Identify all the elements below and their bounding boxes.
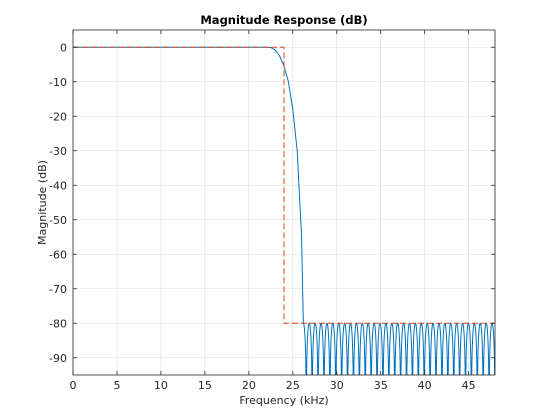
x-tick-label: 25 <box>286 379 300 392</box>
y-tick-label: -40 <box>49 179 67 192</box>
axis-ticks: 0 5 10 15 20 25 30 35 40 45 0 -10 -20 -30 -40 -50 -60 -70… <box>49 30 495 392</box>
y-tick-label: -20 <box>49 110 67 123</box>
y-tick-label: -70 <box>49 283 67 296</box>
y-tick-label: -10 <box>49 76 67 89</box>
y-tick-label: 0 <box>60 41 67 54</box>
x-tick-label: 40 <box>418 379 432 392</box>
plot-frame <box>72 29 496 376</box>
y-tick-label: -90 <box>49 352 67 365</box>
x-tick-label: 30 <box>330 379 344 392</box>
x-tick-label: 20 <box>242 379 256 392</box>
x-tick-label: 15 <box>198 379 212 392</box>
y-tick-label: -60 <box>49 248 67 261</box>
y-axis-label: Magnitude (dB) <box>36 160 49 245</box>
x-tick-label: 0 <box>70 379 77 392</box>
x-tick-label: 35 <box>374 379 388 392</box>
y-tick-label: -80 <box>49 317 67 330</box>
x-tick-label: 5 <box>113 379 120 392</box>
chart-title: Magnitude Response (dB) <box>200 13 367 27</box>
x-tick-label: 45 <box>462 379 476 392</box>
x-tick-label: 10 <box>154 379 168 392</box>
x-axis-label: Frequency (kHz) <box>239 394 328 407</box>
y-tick-label: -50 <box>49 214 67 227</box>
series-layer <box>73 46 495 375</box>
y-tick-label: -30 <box>49 145 67 158</box>
magnitude-response-line <box>73 46 495 375</box>
specification-mask-line <box>73 46 495 324</box>
